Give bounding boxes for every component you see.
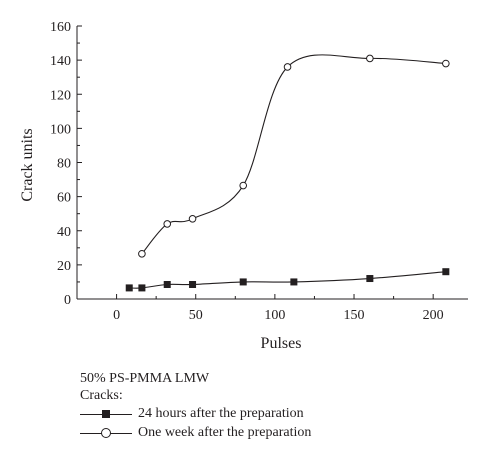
data-point-square: [290, 278, 298, 286]
data-point-square: [366, 275, 374, 283]
x-tick-label: 50: [189, 308, 203, 323]
legend-item-week: One week after the preparation: [80, 423, 311, 442]
data-point-circle: [239, 181, 248, 190]
legend-subtitle: Cracks:: [80, 388, 123, 403]
data-point-circle: [138, 249, 146, 258]
x-tick-label: 150: [344, 308, 365, 323]
data-point-square: [125, 284, 133, 292]
legend-item-24h: 24 hours after the preparation: [80, 404, 311, 423]
data-point-circle: [366, 54, 374, 63]
y-tick-label: 20: [57, 259, 71, 274]
data-point-square: [442, 268, 450, 276]
legend-label-24h: 24 hours after the preparation: [138, 406, 304, 421]
x-axis-label: Pulses: [261, 335, 302, 352]
data-point-square: [138, 284, 146, 292]
y-tick-label: 160: [50, 20, 71, 35]
y-tick-label: 100: [50, 122, 71, 137]
filled-square-marker-icon: [80, 408, 132, 420]
data-point-square: [189, 280, 197, 288]
data-point-circle: [283, 63, 292, 71]
legend-label-week: One week after the preparation: [138, 425, 312, 440]
series-curves: [129, 54, 446, 289]
y-tick-label: 0: [64, 293, 71, 308]
legend-title: 50% PS-PMMA LMW: [80, 371, 210, 386]
x-tick-label: 200: [423, 308, 444, 323]
axes: 0 20 40 60 80 100 120 140 160 0 50 100 150 200: [50, 20, 468, 323]
x-tick-label: 100: [264, 308, 285, 323]
y-tick-label: 120: [50, 88, 71, 103]
open-circle-marker-icon: [80, 427, 132, 439]
series-markers: [125, 54, 450, 292]
data-point-square: [239, 278, 247, 286]
y-tick-label: 80: [57, 157, 71, 172]
y-tick-label: 40: [57, 225, 71, 240]
data-point-square: [163, 280, 171, 288]
data-point-circle: [188, 215, 197, 223]
y-tick-label: 60: [57, 191, 71, 206]
y-tick-label: 140: [50, 54, 71, 69]
y-axis-label: Crack units: [19, 128, 36, 201]
x-tick-label: 0: [113, 308, 120, 323]
data-point-circle: [163, 220, 172, 228]
series-line-0: [129, 271, 446, 289]
data-point-circle: [442, 59, 450, 68]
series-line-1: [141, 54, 446, 255]
legend: 50% PS-PMMA LMW Cracks: 24 hours after t…: [80, 370, 311, 442]
